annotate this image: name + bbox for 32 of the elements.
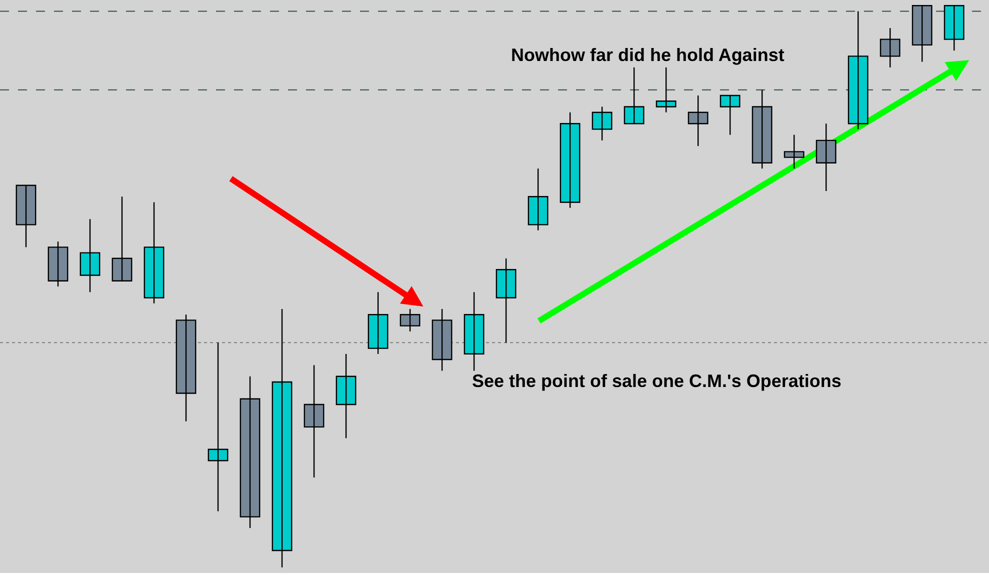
candlestick — [208, 342, 228, 512]
candlestick — [400, 308, 420, 332]
candlestick — [304, 364, 324, 478]
candlestick — [592, 106, 612, 142]
annotation: Nowhow far did he hold Against — [511, 45, 784, 65]
candlestick — [944, 5, 964, 52]
candlestick — [880, 27, 900, 68]
candlestick — [912, 5, 932, 62]
candlestick — [144, 202, 164, 304]
candlestick — [272, 308, 292, 568]
candlestick — [784, 134, 804, 170]
candlestick — [656, 66, 676, 113]
candlestick — [16, 184, 36, 248]
candlestick — [848, 10, 868, 130]
candlestick — [464, 292, 484, 372]
candlestick — [336, 353, 356, 439]
candlestick — [752, 89, 772, 170]
candlestick — [240, 376, 260, 529]
candlestick — [560, 112, 580, 208]
annotation: See the point of sale one C.M.'s Operations — [472, 371, 842, 391]
candlestick — [48, 240, 68, 288]
candlestick — [624, 66, 644, 124]
candlestick — [720, 94, 740, 136]
candlestick — [432, 308, 452, 372]
candlestick — [80, 218, 100, 293]
candlestick — [496, 258, 516, 344]
candlestick — [528, 168, 548, 231]
candlestick — [112, 196, 132, 282]
candlestick — [368, 292, 388, 355]
candlestick — [816, 122, 836, 192]
candlestick — [176, 314, 196, 422]
candlestick — [688, 94, 708, 147]
